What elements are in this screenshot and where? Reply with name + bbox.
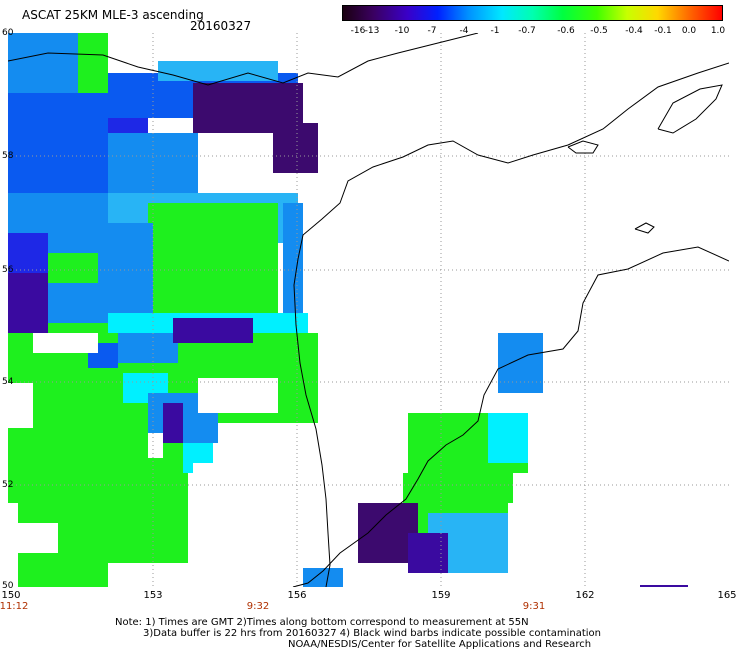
product-date: 20160327 [190, 19, 252, 33]
wind-cell [173, 318, 253, 343]
color-scale-label: -7 [427, 26, 437, 36]
footer-note-line-2: 3)Data buffer is 22 hrs from 20160327 4)… [143, 628, 601, 639]
color-scale-label: -1 [490, 26, 500, 36]
wind-cell [8, 93, 108, 193]
island-outline [567, 140, 599, 154]
longitude-label: 156 [287, 590, 307, 601]
color-scale-label: -13 [364, 26, 380, 36]
product-title: ASCAT 25KM MLE-3 ascending [22, 8, 204, 22]
wind-cells [8, 33, 688, 587]
longitude-label: 159 [431, 590, 451, 601]
wind-cell [498, 333, 543, 393]
wind-cell [303, 568, 343, 587]
footer-note-line-1: Note: 1) Times are GMT 2)Times along bot… [115, 617, 529, 628]
color-scale-label: 0.0 [681, 26, 697, 36]
wind-cell [640, 585, 688, 587]
wind-cell [283, 203, 303, 313]
latitude-label: 56 [2, 265, 14, 275]
longitude-label: 162 [575, 590, 595, 601]
color-scale-label: -0.1 [654, 26, 672, 36]
coastline [8, 33, 729, 587]
island-outline [634, 222, 655, 234]
wind-cell [158, 61, 278, 81]
latitude-label: 60 [2, 28, 14, 38]
color-scale-label: -4 [459, 26, 469, 36]
longitude-label: 153 [143, 590, 163, 601]
latitude-label: 50 [2, 581, 14, 591]
latitude-label: 52 [2, 480, 14, 490]
wind-cell [148, 203, 278, 313]
color-scale-label: -0.4 [625, 26, 643, 36]
wind-cell [8, 33, 78, 93]
wind-cell [108, 133, 198, 193]
wind-cell [198, 378, 278, 413]
wind-cell [403, 473, 513, 503]
wind-cell [8, 273, 48, 333]
wind-cell [408, 533, 448, 573]
wind-cell [163, 403, 183, 443]
coastline-west-kamchatka [293, 62, 729, 587]
pass-time-label: 9:32 [246, 601, 270, 612]
island-outline [657, 84, 723, 134]
wind-cell [33, 333, 98, 353]
color-scale-label: -0.6 [557, 26, 575, 36]
wind-cell [488, 413, 528, 463]
wind-cell [193, 463, 313, 483]
pass-time-label: 11:12 [0, 601, 29, 612]
wind-cell [188, 503, 298, 587]
footer-note-line-3: NOAA/NESDIS/Center for Satellite Applica… [288, 639, 592, 650]
longitude-label: 150 [1, 590, 21, 601]
wind-cell [18, 523, 58, 553]
wind-cell [273, 123, 318, 173]
latitude-label: 54 [2, 377, 14, 387]
wind-map [8, 33, 729, 587]
color-scale-label: -16 [350, 26, 366, 36]
wind-cell [118, 333, 178, 363]
wind-cell [8, 383, 33, 428]
wind-cell [98, 223, 153, 313]
latitude-label: 58 [2, 151, 14, 161]
color-scale-label: 1.0 [710, 26, 726, 36]
coastline-kamchatka-east [292, 246, 729, 587]
color-scale-label: -10 [394, 26, 410, 36]
wind-cell [8, 503, 18, 587]
color-scale-bar [342, 5, 723, 21]
pass-time-label: 9:31 [522, 601, 546, 612]
color-scale-label: -0.7 [518, 26, 536, 36]
coastline-north [8, 33, 479, 86]
longitude-label: 165 [717, 590, 737, 601]
wind-cell [148, 433, 163, 458]
lat-lon-grid [8, 33, 729, 587]
color-scale-label: -0.5 [590, 26, 608, 36]
